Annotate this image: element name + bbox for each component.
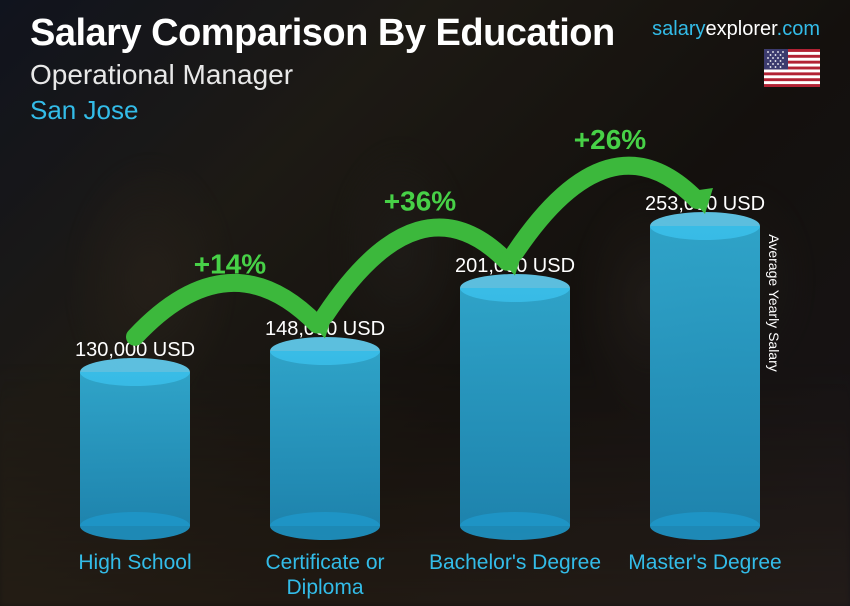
bar-bottom-ellipse [650, 512, 760, 540]
chart-area: 130,000 USD High School 148,000 USD Cert… [40, 150, 800, 586]
brand-middle: explorer [706, 18, 777, 40]
bar-front [650, 226, 760, 526]
bar-label: Certificate or Diploma [235, 550, 415, 600]
bar-group: 148,000 USD Certificate or Diploma [235, 318, 415, 526]
bar-front [460, 288, 570, 526]
chart-location: San Jose [30, 95, 615, 126]
bar-bottom-ellipse [460, 512, 570, 540]
flag-icon [764, 49, 820, 87]
bar-3d [270, 351, 380, 526]
bar-group: 201,000 USD Bachelor's Degree [425, 255, 605, 526]
brand-suffix: .com [777, 18, 820, 40]
bars-container: 130,000 USD High School 148,000 USD Cert… [40, 150, 800, 526]
bar-3d [650, 226, 760, 526]
bar-3d [460, 288, 570, 526]
bar-label: High School [45, 550, 225, 575]
bar-group: 130,000 USD High School [45, 339, 225, 526]
bar-front [270, 351, 380, 526]
brand-text: salaryexplorer.com [652, 18, 820, 41]
brand-prefix: salary [652, 18, 705, 40]
bar-label: Master's Degree [615, 550, 795, 575]
bar-front [80, 372, 190, 526]
brand-block: salaryexplorer.com [652, 18, 820, 87]
header: Salary Comparison By Education Operation… [30, 12, 615, 126]
bar-label: Bachelor's Degree [425, 550, 605, 575]
bar-bottom-ellipse [270, 512, 380, 540]
chart-subtitle: Operational Manager [30, 59, 615, 91]
yaxis-label: Average Yearly Salary [765, 234, 781, 372]
chart-title: Salary Comparison By Education [30, 12, 615, 55]
bar-3d [80, 372, 190, 526]
bar-bottom-ellipse [80, 512, 190, 540]
